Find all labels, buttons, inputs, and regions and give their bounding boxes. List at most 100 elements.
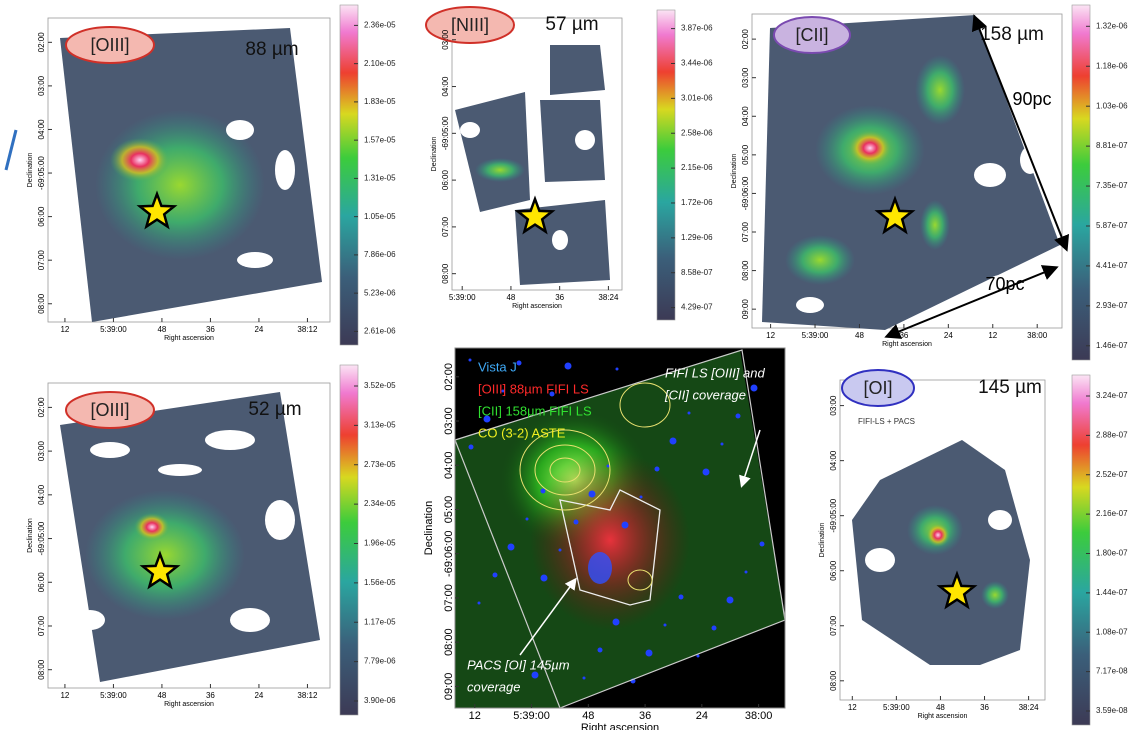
dec-tick-label: 06:00: [829, 560, 838, 581]
emission-peak: [85, 490, 245, 620]
colorbar-tick-label: 3.90e-06: [364, 696, 396, 705]
intensity-map: [455, 92, 530, 212]
star-dot: [469, 359, 472, 362]
ra-tick-label: 12: [988, 331, 997, 340]
colorbar: [340, 5, 358, 345]
dec-tick-label: 07:00: [37, 250, 46, 271]
star-dot: [640, 496, 643, 499]
line-badge-label: [OI]: [863, 378, 892, 398]
dec-tick-label: 04:00: [829, 450, 838, 471]
colorbar: [340, 365, 358, 715]
emission-peak: [981, 581, 1009, 609]
colorbar-tick-label: 7.86e-06: [364, 250, 396, 259]
ra-tick-label: 38:00: [745, 710, 773, 722]
colorbar: [1072, 5, 1090, 360]
ra-tick-label: 38:12: [297, 691, 318, 700]
dec-tick-label: 07:00: [441, 216, 450, 237]
star-dot: [622, 522, 629, 529]
dec-tick-label: 03:00: [37, 75, 46, 96]
blank-pixels: [974, 163, 1006, 187]
blue-star: [588, 552, 612, 584]
colorbar-tick-label: 3.52e-05: [364, 381, 396, 390]
page: 2.36e-052.10e-051.83e-051.57e-051.31e-05…: [0, 0, 1140, 730]
dec-tick-label: 03:00: [741, 67, 750, 88]
dec-tick-label: 09:00: [443, 673, 455, 701]
ra-tick-label: 48: [157, 691, 166, 700]
annotation: [CII] coverage: [664, 387, 746, 402]
ra-tick-label: 5:39:00: [883, 703, 910, 712]
dec-tick-label: 02:00: [37, 32, 46, 53]
dec-tick-label: 08:00: [829, 670, 838, 691]
blank-pixels: [865, 548, 895, 572]
annotation: coverage: [467, 679, 520, 694]
ra-tick-label: 24: [254, 691, 263, 700]
colorbar-tick-label: 1.05e-05: [364, 212, 396, 221]
ra-tick-label: 5:39:00: [449, 293, 476, 302]
star-dot: [751, 385, 758, 392]
colorbar: [657, 10, 675, 320]
colorbar-tick-label: 3.59e-08: [1096, 706, 1128, 715]
star-dot: [493, 573, 498, 578]
ra-tick-label: 5:39:00: [100, 325, 127, 334]
line-badge-label: [NIII]: [451, 15, 489, 35]
star-dot: [565, 363, 572, 370]
blank-pixels: [265, 500, 295, 540]
x-axis-label: Right ascension: [512, 303, 562, 310]
dec-tick-label: 07:00: [443, 584, 455, 612]
ra-tick-label: 5:39:00: [513, 710, 550, 722]
dec-tick-label: 08:00: [37, 293, 46, 314]
star-dot: [721, 443, 724, 446]
dec-tick-label: -69:06:00: [443, 530, 455, 576]
colorbar-tick-label: 1.08e-07: [1096, 627, 1128, 636]
colorbar-tick-label: 5.23e-06: [364, 288, 396, 297]
ra-tick-label: 36: [639, 710, 651, 722]
emission-peak: [134, 513, 170, 541]
dec-tick-label: 03:00: [829, 395, 838, 416]
star-dot: [559, 549, 562, 552]
star-dot: [517, 361, 522, 366]
colorbar-tick-label: 1.72e-06: [681, 198, 713, 207]
dec-tick-label: 07:00: [37, 615, 46, 636]
x-axis-label: Right ascension: [164, 335, 214, 342]
y-axis-label: Declination: [431, 137, 438, 172]
star-dot: [613, 619, 620, 626]
colorbar-tick-label: 1.80e-07: [1096, 549, 1128, 558]
ra-tick-label: 36: [980, 703, 989, 712]
dec-tick-label: 02:00: [443, 363, 455, 391]
annotation: PACS [OI] 145µm: [467, 657, 570, 672]
colorbar-tick-label: 2.10e-05: [364, 59, 396, 68]
colorbar-tick-label: 1.44e-07: [1096, 588, 1128, 597]
colorbar-tick-label: 1.29e-06: [681, 233, 713, 242]
colorbar-tick-label: 1.31e-05: [364, 174, 396, 183]
ra-tick-label: 48: [936, 703, 945, 712]
ra-tick-label: 36: [206, 325, 215, 334]
ra-tick-label: 48: [582, 710, 594, 722]
ra-tick-label: 24: [254, 325, 263, 334]
star-dot: [664, 624, 667, 627]
ra-tick-label: 5:39:00: [802, 331, 829, 340]
x-axis-label: Right ascension: [882, 341, 932, 348]
blank-pixels: [230, 608, 270, 632]
colorbar-tick-label: 1.46e-07: [1096, 341, 1128, 350]
colorbar-tick-label: 1.18e-06: [1096, 61, 1128, 70]
colorbar-tick-label: 4.29e-07: [681, 303, 713, 312]
blank-pixels: [1020, 146, 1040, 174]
colorbar-tick-label: 8.81e-07: [1096, 141, 1128, 150]
blank-pixels: [226, 120, 254, 140]
colorbar-tick-label: 2.15e-06: [681, 163, 713, 172]
star-dot: [679, 595, 684, 600]
dec-tick-label: 08:00: [441, 263, 450, 284]
dec-tick-label: 04:00: [37, 484, 46, 505]
legend-entry: [OIII] 88µm FIFI LS: [478, 381, 589, 396]
emission-peak: [920, 200, 950, 250]
colorbar-tick-label: 3.13e-05: [364, 420, 396, 429]
blank-pixels: [75, 610, 105, 630]
dec-tick-label: 08:00: [741, 260, 750, 281]
colorbar-tick-label: 1.17e-05: [364, 617, 396, 626]
blank-pixels: [796, 297, 824, 313]
blank-pixels: [237, 252, 273, 268]
colorbar-tick-label: 7.79e-06: [364, 657, 396, 666]
star-dot: [670, 438, 677, 445]
legend-entry: [CII] 158µm FIFI LS: [478, 403, 592, 418]
colorbar-tick-label: 2.16e-07: [1096, 509, 1128, 518]
